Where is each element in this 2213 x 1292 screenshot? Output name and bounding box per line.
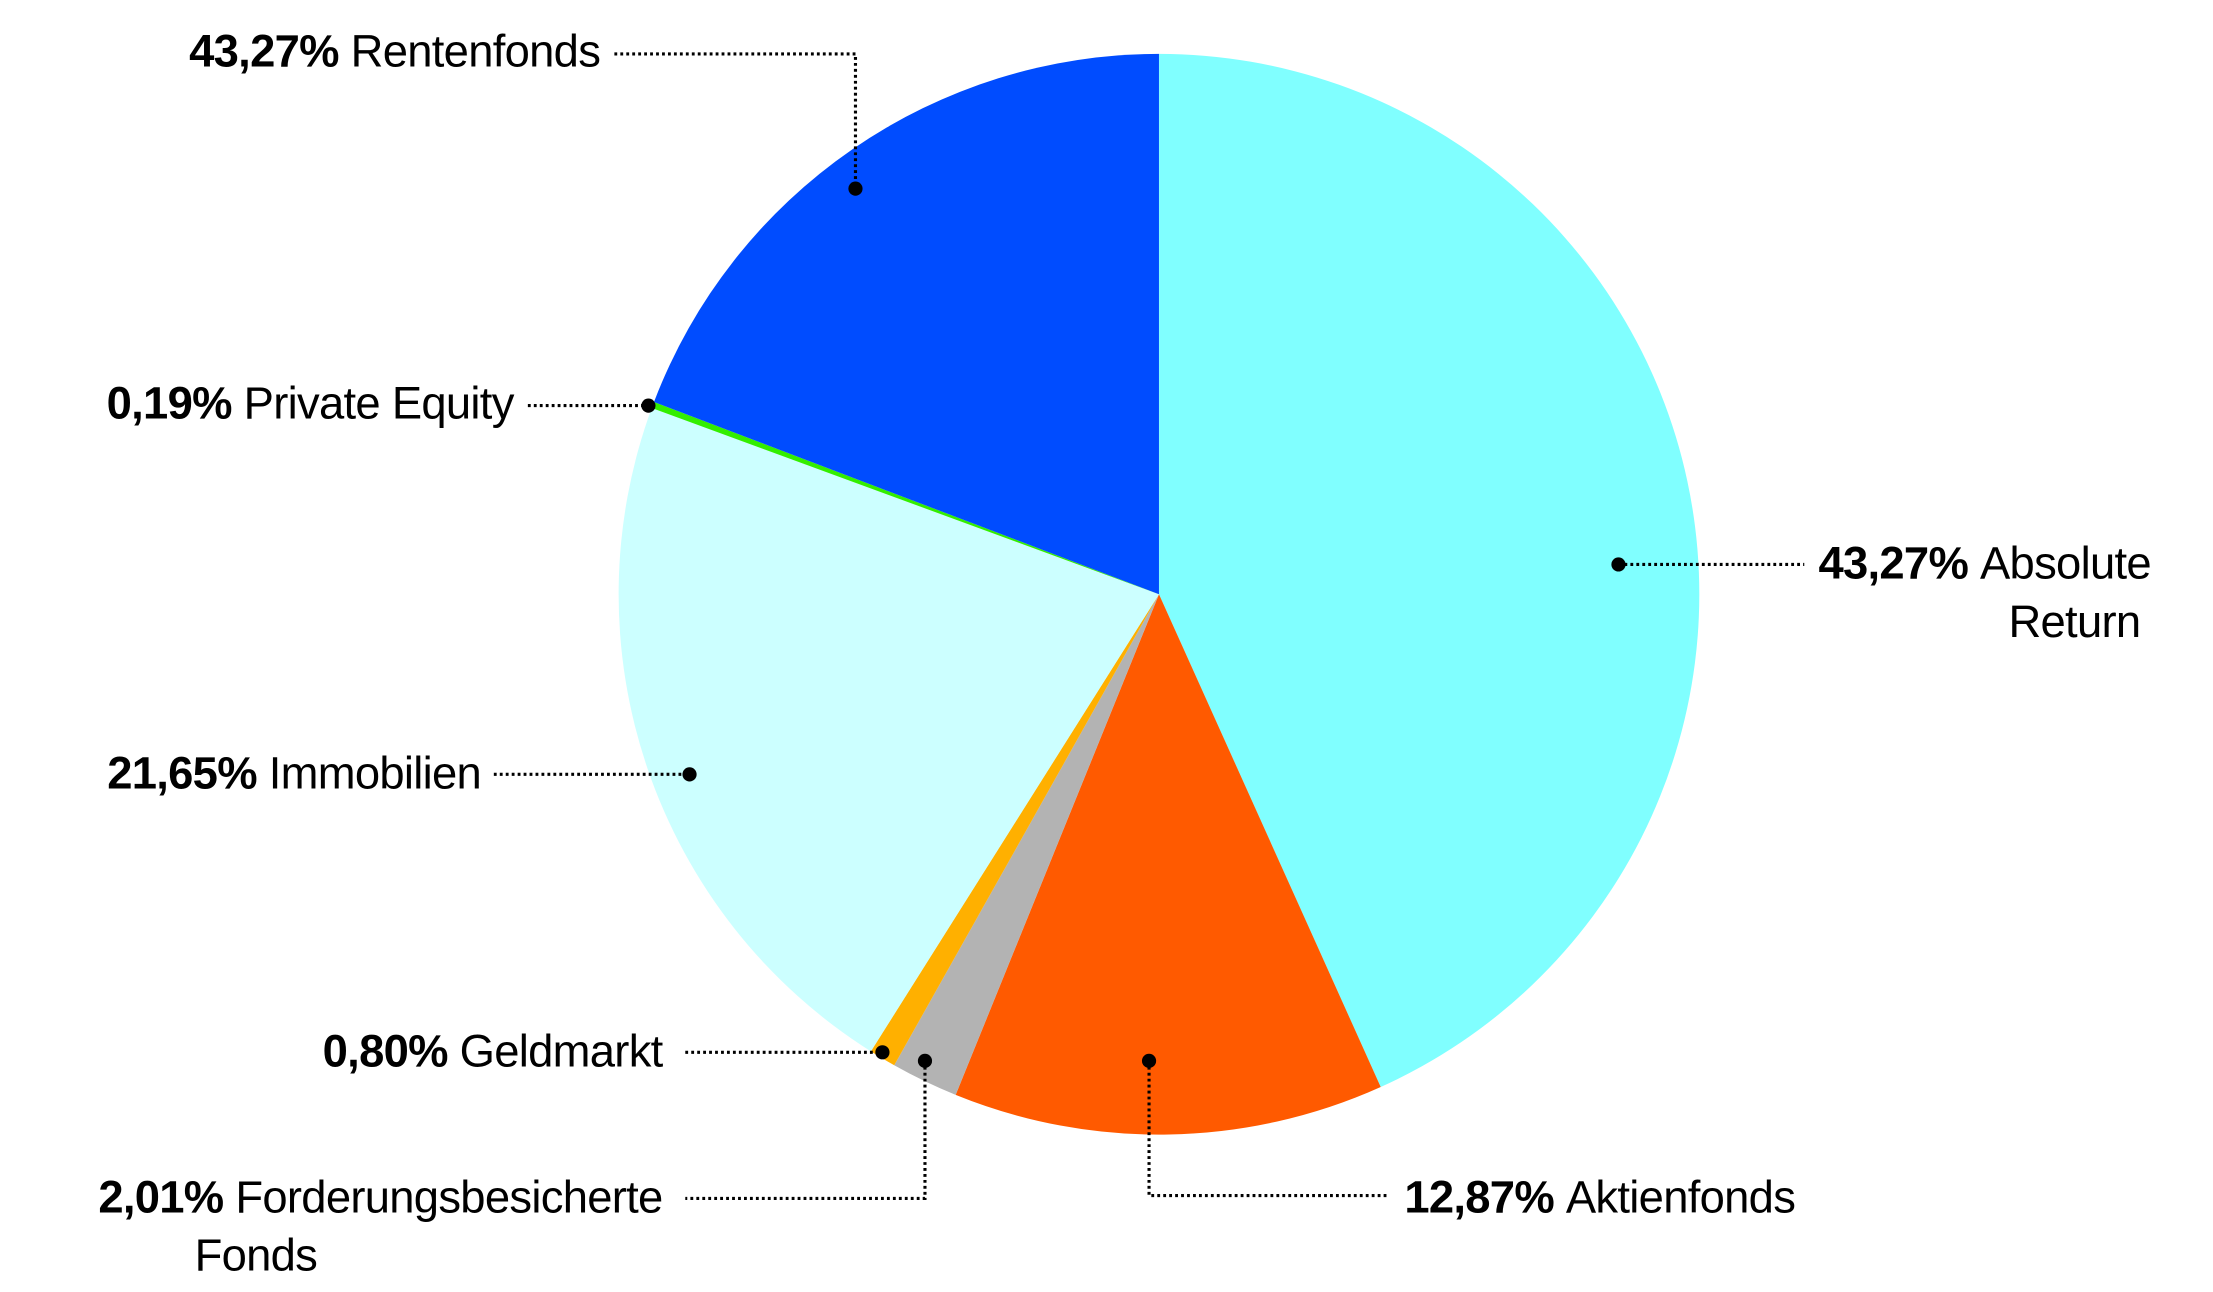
leader-rentenfonds	[614, 52, 858, 189]
leader-dot-rentenfonds	[848, 181, 863, 196]
label-forderungsbesicherte-line2: Fonds	[195, 1230, 318, 1281]
label-geldmarkt: 0,80% Geldmarkt	[323, 1026, 664, 1077]
leader-dot-forderungsbesicherte	[917, 1053, 933, 1068]
slice-private-equity	[651, 401, 1159, 595]
label-absolute-return-line2: Return	[2008, 596, 2140, 647]
leader-dot-geldmarkt	[875, 1045, 890, 1060]
label-immobilien: 21,65% Immobilien	[107, 748, 481, 799]
label-forderungsbesicherte: 2,01% Forderungsbesicherte	[98, 1172, 662, 1223]
pie-slices	[618, 53, 1700, 1135]
label-absolute-return: 43,27% Absolute	[1818, 538, 2150, 589]
leader-dot-private-equity	[641, 398, 656, 413]
leader-dot-immobilien	[682, 767, 697, 782]
slice-forderungsbesicherte-fonds	[894, 594, 1159, 1095]
slice-immobilien	[618, 408, 1159, 1052]
label-aktienfonds: 12,87% Aktienfonds	[1404, 1172, 1795, 1223]
leader-forderungsbesicherte	[685, 1060, 927, 1200]
leader-dot-aktienfonds	[1141, 1053, 1157, 1068]
label-private-equity: 0,19% Private Equity	[107, 377, 515, 428]
label-rentenfonds: 43,27% Rentenfonds	[189, 26, 600, 77]
leader-dot-absolute-return	[1611, 557, 1626, 572]
slice-aktienfonds	[955, 594, 1381, 1135]
slice-rentenfonds	[653, 53, 1159, 595]
leader-aktienfonds	[1147, 1060, 1388, 1198]
slice-absolute-return	[1158, 53, 1700, 1087]
leader-lines	[493, 52, 1805, 1200]
slice-geldmarkt	[870, 594, 1159, 1066]
